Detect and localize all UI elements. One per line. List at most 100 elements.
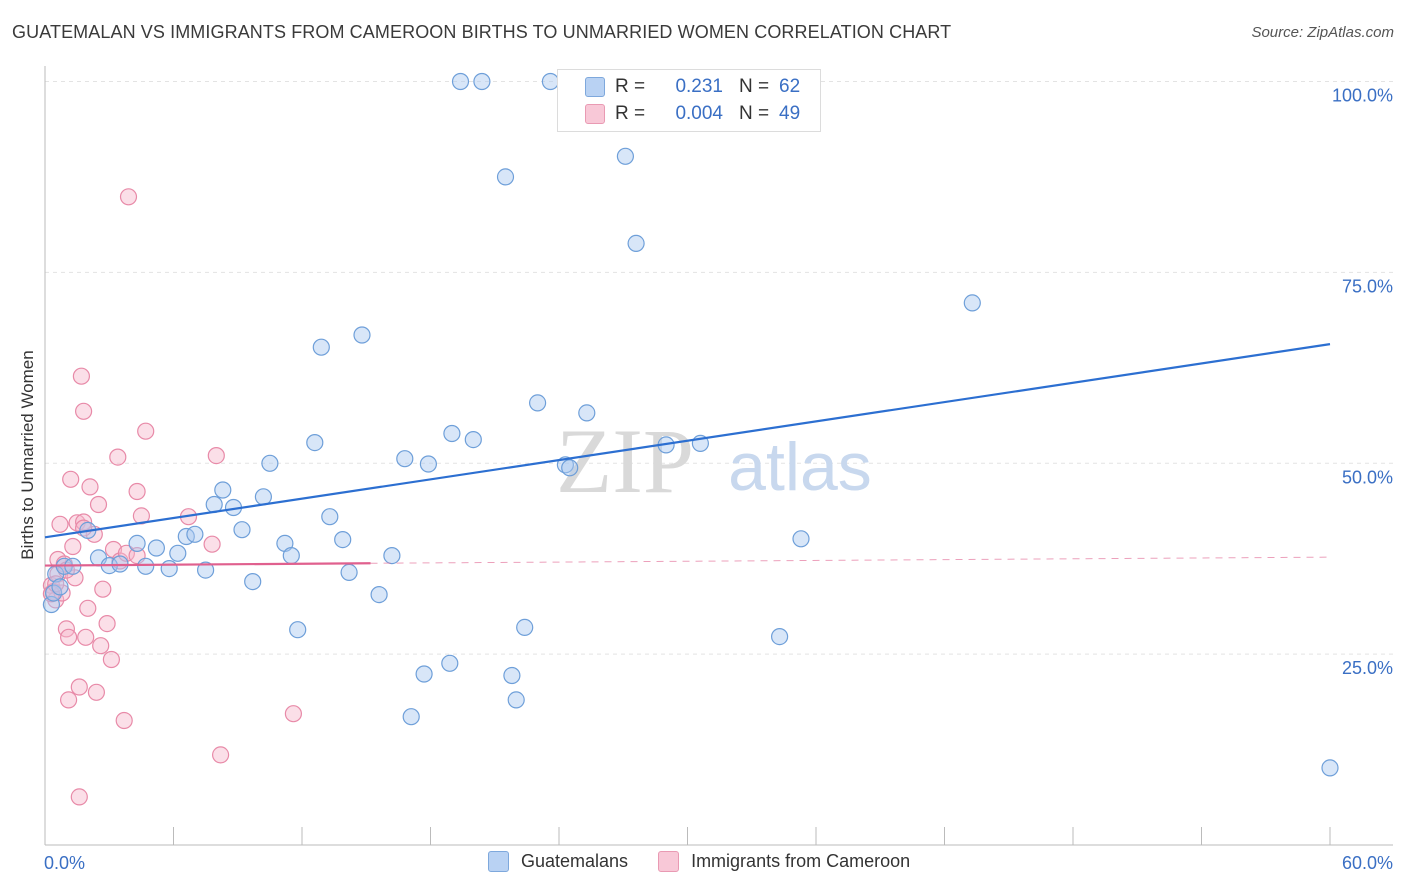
legend-swatch-blue [585,77,605,97]
y-tick-label: 25.0% [1342,658,1393,678]
guatemalan-point [1321,759,1339,777]
guatemalan-point [419,455,437,473]
cameroon-point [62,470,80,488]
legend-r-label: R = [615,103,646,124]
legend-n-label: N = [739,76,770,97]
trend-line-cameroon-extension [370,556,1331,564]
guatemalan-point [451,72,470,91]
axes [44,66,1393,846]
guatemalan-point [616,147,635,165]
guatemalan-point [197,561,215,579]
guatemalan-point [627,234,645,252]
guatemalan-point [541,72,560,91]
legend-swatch-pink [658,851,680,872]
data-points [42,72,1339,806]
guatemalan-point [312,338,330,356]
cameroon-point [94,580,112,598]
watermark-atlas: atlas [728,429,872,505]
legend-row-cameroon: R = 0.004 N = 49 [558,101,800,127]
legend-item-label: Immigrants from Cameroon [691,851,911,871]
legend-r-value: 0.231 [675,76,723,97]
guatemalan-point [169,544,187,562]
cameroon-point [115,711,133,730]
cameroon-point [59,691,78,709]
cameroon-point [98,614,116,633]
guatemalan-point [44,584,63,602]
cameroon-point [59,628,78,646]
guatemalan-point [383,546,401,565]
cameroon-point [207,447,225,465]
cameroon-point [284,705,302,723]
tick-labels: 25.0% 50.0% 75.0% 100.0% 0.0% 60.0% [44,86,1393,874]
guatemalan-point [473,72,491,91]
x-tick-label: 0.0% [44,853,85,873]
cameroon-point [212,746,230,764]
guatemalan-point [963,294,981,312]
guatemalan-point [516,618,534,637]
guatemalan-point [160,559,178,578]
guatemalan-point [254,488,272,506]
guatemalan-point [244,572,262,591]
guatemalan-point [147,539,165,557]
legend-row-guatemalans: R = 0.231 N = 62 [558,74,800,100]
guatemalan-point [402,708,420,726]
legend-item-guatemalans: Guatemalans [488,851,628,872]
legend-swatch-blue [488,851,509,872]
x-tick-label: 60.0% [1342,853,1393,873]
y-tick-label: 75.0% [1342,276,1393,296]
guatemalan-point [261,454,279,472]
cameroon-point [203,535,221,553]
legend-swatch-pink [585,104,605,124]
cameroon-point [119,188,138,206]
y-axis-label: Births to Unmarried Women [18,350,37,560]
trend-line-cameroon [44,562,371,567]
trend-line-guatemalans [44,343,1331,539]
legend-item-label: Guatemalans [521,851,629,871]
legend-r-value: 0.004 [675,103,723,124]
cameroon-point [102,650,121,669]
cameroon-point [77,628,95,646]
watermark: ZIP atlas [556,410,872,512]
legend-item-cameroon: Immigrants from Cameroon [658,851,910,872]
guatemalan-point [282,546,300,565]
cameroon-point [51,515,69,533]
guatemalan-point [321,508,339,526]
legend-n-value: 49 [779,103,801,124]
guatemalan-point [51,578,69,596]
y-tick-label: 100.0% [1332,86,1393,106]
y-tick-label: 50.0% [1342,467,1393,487]
guatemalan-point [415,665,433,683]
cameroon-point [81,478,99,496]
guatemalan-point [507,691,525,709]
guatemalan-point [186,525,204,543]
guatemalan-point [128,534,146,553]
cameroon-point [72,367,91,385]
legend-r-label: R = [615,76,646,97]
guatemalan-point [792,530,810,548]
trend-lines [44,343,1331,567]
cameroon-point [70,678,88,696]
guatemalan-point [233,521,251,539]
guatemalan-point [503,666,521,685]
guatemalan-point [464,431,482,449]
guatemalan-point [370,585,388,604]
guatemalan-point [340,563,358,582]
guatemalan-point [443,424,461,443]
correlation-legend: R = 0.231 N = 62 R = 0.004 N = 49 [557,69,821,132]
guatemalan-point [528,394,547,412]
cameroon-point [109,448,127,466]
guatemalan-point [334,530,352,549]
guatemalan-point [214,481,232,499]
cameroon-point [70,788,88,806]
cameroon-point [74,513,93,531]
cameroon-point [89,495,108,514]
guatemalan-point [289,621,307,639]
legend-n-label: N = [739,103,770,124]
guatemalan-point [561,459,579,477]
cameroon-point [92,637,110,655]
guatemalan-point [496,168,515,186]
legend-n-value: 62 [779,76,801,97]
guatemalan-point [306,434,324,452]
guatemalan-point [353,326,371,344]
